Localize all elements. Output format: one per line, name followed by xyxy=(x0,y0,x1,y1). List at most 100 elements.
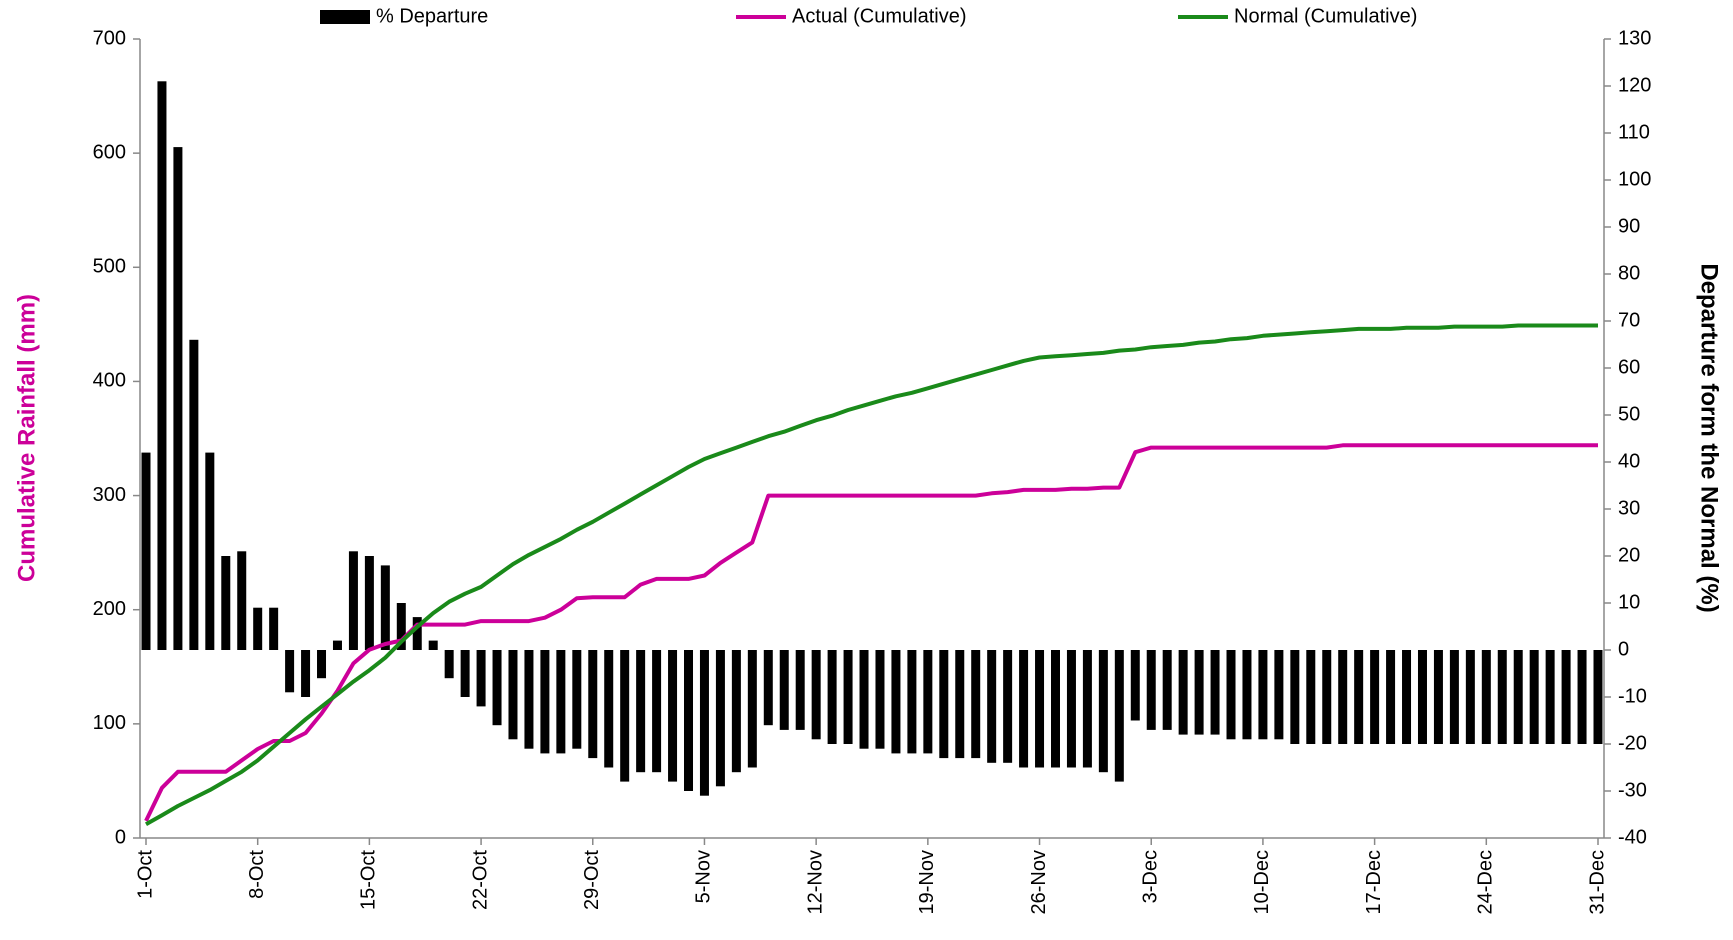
bar xyxy=(1354,650,1364,744)
bar xyxy=(269,607,279,650)
y-tick-label: 300 xyxy=(93,484,126,506)
bar xyxy=(699,650,709,796)
bar xyxy=(173,147,183,650)
y2-tick-label: 30 xyxy=(1618,497,1640,519)
line-series xyxy=(145,323,1598,827)
y-tick-label: 400 xyxy=(93,370,126,392)
x-tick-label: 1-Oct xyxy=(134,850,156,899)
x-tick-label: 17-Dec xyxy=(1363,850,1385,914)
y2-tick-label: 70 xyxy=(1618,309,1640,331)
y2-tick-label: 110 xyxy=(1618,121,1650,143)
bar xyxy=(1545,650,1555,744)
legend-label: % Departure xyxy=(376,5,488,27)
bar xyxy=(907,650,917,754)
bar xyxy=(556,650,566,754)
x-tick-label: 5-Nov xyxy=(693,850,715,903)
y2-axis-title: Departure form the Normal (%) xyxy=(1696,263,1723,612)
bar xyxy=(1481,650,1491,744)
legend-label: Normal (Cumulative) xyxy=(1234,5,1417,27)
bar xyxy=(237,551,247,650)
bar xyxy=(955,650,965,759)
bar xyxy=(1274,650,1284,740)
bar xyxy=(221,556,231,650)
bar xyxy=(1593,650,1603,744)
bar xyxy=(301,650,311,697)
y2-tick-label: -40 xyxy=(1618,826,1647,848)
bar xyxy=(141,452,151,650)
bar xyxy=(157,81,167,651)
bar xyxy=(779,650,789,730)
y2-tick-label: 100 xyxy=(1618,168,1651,190)
bar xyxy=(1035,650,1045,768)
y2-tick-label: 60 xyxy=(1618,356,1640,378)
bar xyxy=(1402,650,1412,744)
y2-tick-label: 80 xyxy=(1618,262,1640,284)
bar xyxy=(891,650,901,754)
bar xyxy=(827,650,837,744)
bar xyxy=(1082,650,1092,768)
y-axis-title: Cumulative Rainfall (mm) xyxy=(13,294,40,582)
bar xyxy=(572,650,582,749)
bar xyxy=(1449,650,1459,744)
bar xyxy=(1561,650,1571,744)
bar xyxy=(348,551,358,650)
y2-tick-label: 20 xyxy=(1618,544,1640,566)
bar xyxy=(508,650,518,740)
y2-tick-label: 90 xyxy=(1618,215,1640,237)
bar xyxy=(1386,650,1396,744)
bar xyxy=(1577,650,1587,744)
bar xyxy=(1019,650,1029,768)
bar xyxy=(317,650,327,679)
y2-tick-label: 130 xyxy=(1618,27,1651,49)
bar xyxy=(396,603,406,650)
bar xyxy=(1497,650,1507,744)
bar xyxy=(1226,650,1236,740)
x-tick-label: 12-Nov xyxy=(804,850,826,914)
bar xyxy=(1066,650,1076,768)
bar xyxy=(1194,650,1204,735)
legend-label: Actual (Cumulative) xyxy=(792,5,967,27)
x-tick-label: 3-Dec xyxy=(1140,850,1162,903)
x-tick-label: 19-Nov xyxy=(916,850,938,914)
bar xyxy=(1370,650,1380,744)
bar xyxy=(636,650,646,773)
bar xyxy=(332,640,342,650)
bar xyxy=(939,650,949,759)
bar xyxy=(476,650,486,707)
bar xyxy=(1290,650,1300,744)
bar xyxy=(747,650,757,768)
bar xyxy=(1513,650,1523,744)
bar xyxy=(971,650,981,759)
bar xyxy=(1258,650,1268,740)
bar xyxy=(205,452,215,650)
bar xyxy=(1529,650,1539,744)
x-tick-label: 8-Oct xyxy=(246,850,268,899)
bar xyxy=(1003,650,1013,763)
bar xyxy=(795,650,805,730)
bar xyxy=(1050,650,1060,768)
y2-tick-label: 40 xyxy=(1618,450,1640,472)
bar xyxy=(604,650,614,768)
y-tick-label: 200 xyxy=(93,598,126,620)
bar xyxy=(987,650,997,763)
bar xyxy=(460,650,470,697)
y-tick-label: 100 xyxy=(93,712,126,734)
bar xyxy=(620,650,630,782)
bar xyxy=(492,650,502,726)
y2-tick-label: 50 xyxy=(1618,403,1640,425)
y-tick-label: 500 xyxy=(93,256,126,278)
bar xyxy=(1417,650,1427,744)
bar xyxy=(875,650,885,749)
x-tick-label: 22-Oct xyxy=(469,850,491,910)
bar xyxy=(811,650,821,740)
y2-tick-label: -20 xyxy=(1618,732,1647,754)
bar xyxy=(1433,650,1443,744)
bar xyxy=(588,650,598,759)
y-tick-label: 0 xyxy=(115,826,126,848)
x-tick-label: 26-Nov xyxy=(1028,850,1050,914)
bar xyxy=(1146,650,1156,730)
bar xyxy=(380,565,390,650)
y2-tick-label: -10 xyxy=(1618,685,1647,707)
y2-tick-label: 10 xyxy=(1618,591,1640,613)
bar xyxy=(652,650,662,773)
